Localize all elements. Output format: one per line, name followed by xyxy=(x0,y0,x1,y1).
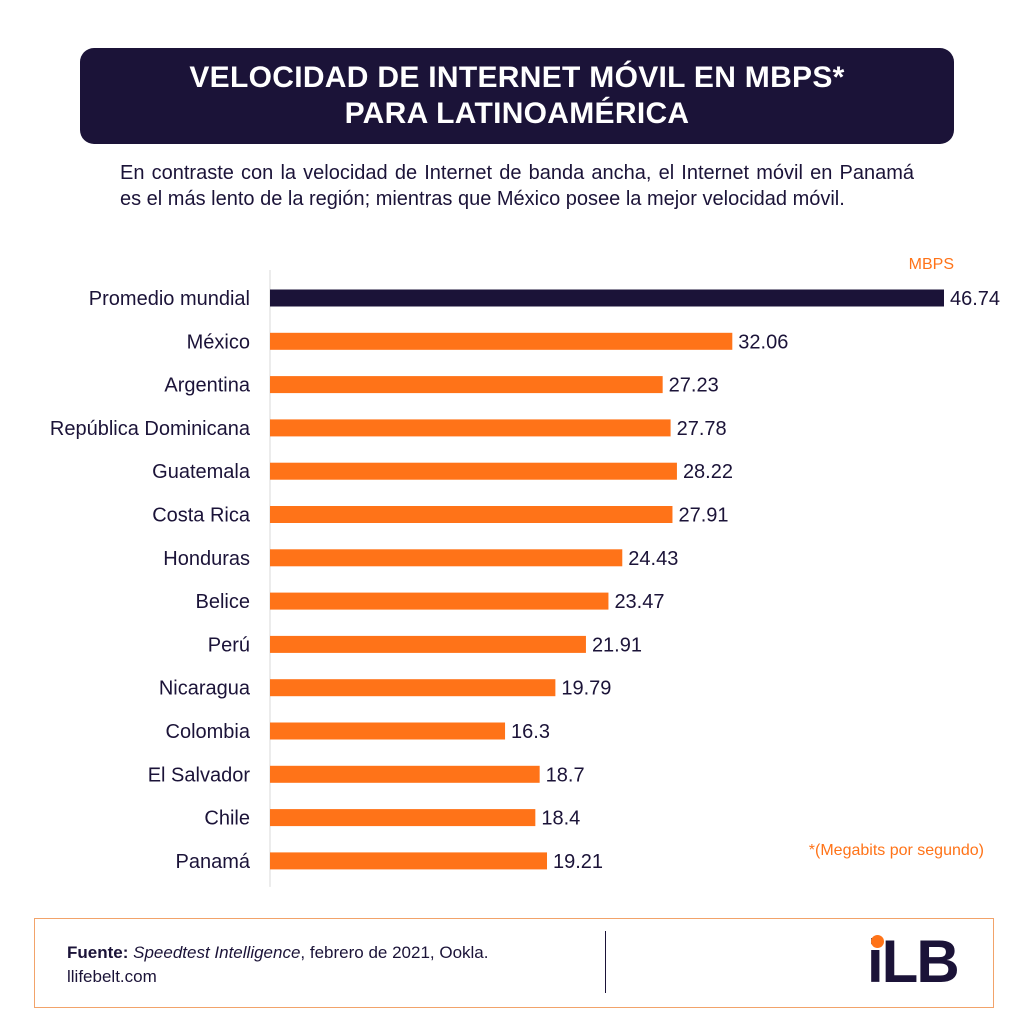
value-label: 28.22 xyxy=(683,461,733,483)
source-name: Speedtest Intelligence xyxy=(133,943,301,962)
bar xyxy=(270,679,556,697)
category-label: Promedio mundial xyxy=(89,288,250,310)
bar-chart: Promedio mundial 46.74 México 32.06 Argentin… xyxy=(50,270,1000,887)
bar xyxy=(270,376,663,394)
footnote: *(Megabits por segundo) xyxy=(808,842,984,859)
category-label: Chile xyxy=(204,808,250,830)
chart-subtitle: En contraste con la velocidad de Interne… xyxy=(120,162,914,210)
unit-label: MBPS xyxy=(908,256,954,273)
category-label: Nicaragua xyxy=(159,678,251,700)
value-label: 27.78 xyxy=(677,418,727,440)
value-label: 19.21 xyxy=(553,851,603,873)
value-label: 23.47 xyxy=(614,591,664,613)
value-label: 27.23 xyxy=(669,375,719,397)
value-label: 32.06 xyxy=(738,331,788,353)
value-label: 21.91 xyxy=(592,634,642,656)
source-detail: , febrero de 2021, Ookla. xyxy=(300,943,489,962)
category-label: Costa Rica xyxy=(152,505,251,527)
bar xyxy=(270,332,733,350)
category-label: Panamá xyxy=(176,851,251,873)
value-label: 24.43 xyxy=(628,548,678,570)
bar xyxy=(270,592,609,610)
category-label: Perú xyxy=(208,634,250,656)
category-label: República Dominicana xyxy=(50,418,251,440)
bar xyxy=(270,289,944,307)
source-site: llifebelt.com xyxy=(67,967,157,986)
bar xyxy=(270,506,673,523)
category-label: México xyxy=(187,331,250,353)
source-note: Fuente: Speedtest Intelligence, febrero … xyxy=(67,941,488,989)
bar xyxy=(270,852,548,870)
value-label: 19.79 xyxy=(561,678,611,700)
value-label: 46.74 xyxy=(950,288,1000,310)
category-label: Guatemala xyxy=(152,461,251,483)
footer: Fuente: Speedtest Intelligence, febrero … xyxy=(34,918,994,1008)
value-label: 18.7 xyxy=(546,764,585,786)
bar xyxy=(270,419,671,437)
chart-title-line-1: VELOCIDAD DE INTERNET MÓVIL EN MBPS* xyxy=(189,61,845,94)
chart-title-line-2: PARA LATINOAMÉRICA xyxy=(344,97,690,130)
category-label: El Salvador xyxy=(148,764,251,786)
category-label: Colombia xyxy=(166,721,251,743)
value-label: 27.91 xyxy=(678,505,728,527)
bar xyxy=(270,722,506,740)
value-label: 16.3 xyxy=(511,721,550,743)
bar xyxy=(270,809,536,827)
bar xyxy=(270,765,540,783)
category-label: Honduras xyxy=(163,548,250,570)
value-label: 18.4 xyxy=(541,808,580,830)
logo-dot xyxy=(871,935,884,948)
bar xyxy=(270,462,677,480)
bar xyxy=(270,635,586,653)
category-label: Argentina xyxy=(164,375,250,397)
footer-divider xyxy=(605,931,606,993)
bar xyxy=(270,549,623,567)
ilb-logo: iLB xyxy=(867,931,967,993)
title-banner: VELOCIDAD DE INTERNET MÓVIL EN MBPS* PAR… xyxy=(80,48,954,144)
source-label: Fuente: xyxy=(67,943,129,962)
category-label: Belice xyxy=(196,591,250,613)
